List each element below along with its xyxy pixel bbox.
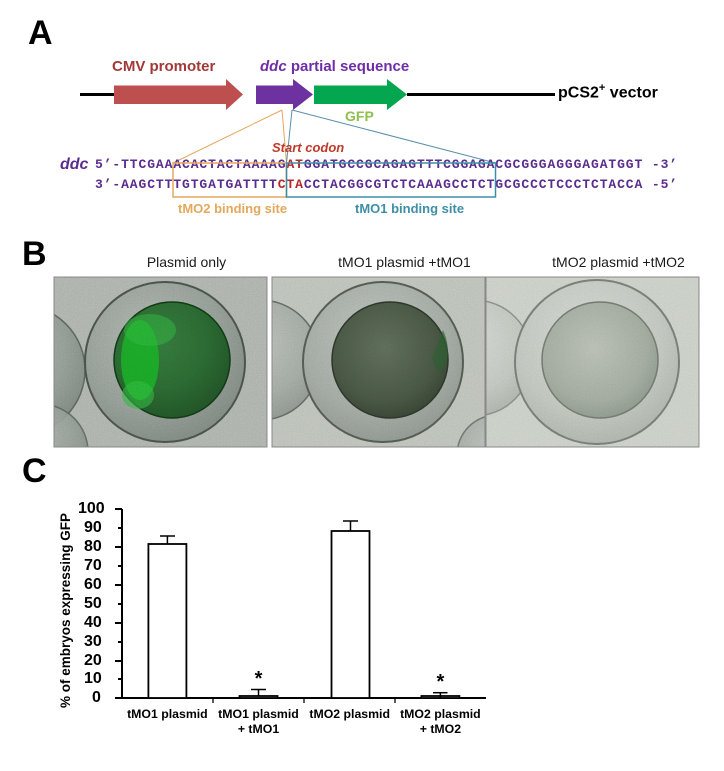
svg-text:*: * xyxy=(437,671,445,693)
svg-text:*: * xyxy=(255,668,263,690)
